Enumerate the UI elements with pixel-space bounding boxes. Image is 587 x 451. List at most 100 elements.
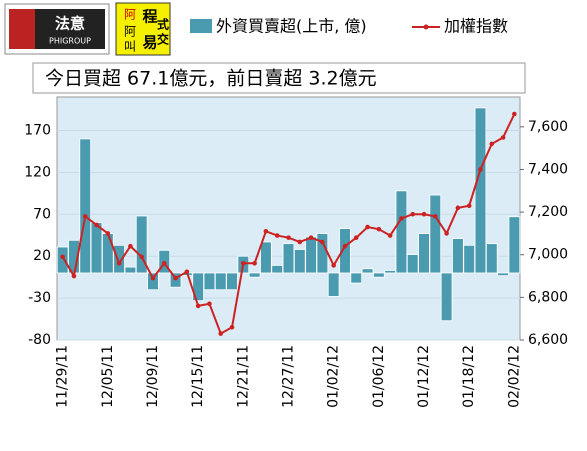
legend-swatch <box>190 19 212 33</box>
bar <box>293 249 306 274</box>
bar <box>282 243 295 274</box>
bar <box>474 107 487 274</box>
index-point <box>139 254 144 260</box>
index-point <box>82 214 88 219</box>
logo-right <box>115 2 171 56</box>
y2-tick-label: 6,800 <box>528 289 568 305</box>
index-point <box>94 222 99 228</box>
x-tick-label: 12/15/11 <box>190 345 206 408</box>
bar <box>305 236 317 274</box>
index-point <box>376 226 382 232</box>
y2-tick-label: 6,600 <box>528 332 568 348</box>
index-point <box>421 211 427 217</box>
index-point <box>478 167 483 172</box>
bar <box>214 272 227 291</box>
index-point <box>252 260 257 266</box>
x-tick-label: 12/09/11 <box>145 345 161 408</box>
logo-char: 阿 <box>124 8 136 22</box>
index-point <box>353 235 359 240</box>
bar <box>350 272 363 284</box>
bar <box>508 216 521 274</box>
logo-char: 易 <box>142 34 157 52</box>
bar <box>418 233 430 274</box>
legend-label: 外資買賣超(上市, 億) <box>216 17 367 36</box>
index-point <box>342 243 348 249</box>
logo-bg <box>35 9 105 49</box>
x-tick-label: 12/27/11 <box>281 345 297 408</box>
index-point <box>161 260 167 266</box>
index-point <box>229 324 235 330</box>
bar <box>452 238 464 274</box>
bar <box>271 265 284 274</box>
bar <box>56 246 69 274</box>
bar <box>90 222 103 274</box>
bar <box>260 241 272 274</box>
index-point <box>195 303 201 309</box>
bar <box>226 272 238 291</box>
bar <box>485 243 498 274</box>
y-tick-label: -30 <box>28 290 51 306</box>
logo-char: 式 <box>157 17 169 32</box>
bar <box>124 266 137 274</box>
chart-title: 今日買超 67.1億元，前日賣超 3.2億元 <box>45 68 377 90</box>
bar <box>497 272 509 277</box>
index-point <box>263 228 269 234</box>
bar <box>101 233 114 274</box>
bar <box>79 138 92 274</box>
y-tick-label: 170 <box>24 123 51 139</box>
logo-mark <box>9 9 35 49</box>
index-point <box>105 231 111 236</box>
x-tick-label: 12/05/11 <box>100 345 116 408</box>
x-tick-label: 01/12/12 <box>416 345 432 408</box>
index-point <box>60 254 65 260</box>
index-point <box>116 260 122 266</box>
x-tick-label: 11/29/11 <box>55 345 71 408</box>
y2-tick-label: 7,600 <box>528 119 568 135</box>
logo-text: 法意 <box>55 15 85 33</box>
bar <box>384 270 396 274</box>
y2-tick-label: 7,400 <box>528 161 568 177</box>
index-point <box>365 224 370 230</box>
title-box <box>32 62 526 94</box>
x-tick-label: 01/06/12 <box>371 345 387 408</box>
logo-char: 叫 <box>124 40 136 54</box>
bar <box>135 215 148 274</box>
y-tick-label: 70 <box>33 206 51 222</box>
logo-char: 交 <box>157 32 169 47</box>
bar <box>339 228 351 274</box>
x-tick-label: 12/21/11 <box>235 345 251 408</box>
y2-tick-label: 7,200 <box>528 204 568 220</box>
index-point <box>308 235 314 240</box>
x-tick-label: 02/02/12 <box>506 345 522 408</box>
index-point <box>184 269 190 275</box>
index-point <box>173 275 178 281</box>
legend-label: 加權指數 <box>444 17 508 36</box>
logo-sub: PHIGROUP <box>49 37 91 46</box>
bar <box>147 272 159 291</box>
index-point <box>500 135 506 140</box>
y-tick-label: 20 <box>33 248 51 264</box>
y-tick-label: -80 <box>28 332 51 348</box>
bar <box>406 254 419 274</box>
bar <box>373 272 385 278</box>
index-point <box>331 263 336 268</box>
index-point <box>387 233 393 238</box>
y-tick-label: 120 <box>24 164 51 180</box>
index-point <box>297 239 303 245</box>
bar <box>395 190 408 274</box>
x-tick-label: 01/02/12 <box>326 345 342 408</box>
index-point <box>241 260 246 266</box>
bar <box>429 194 442 274</box>
bar <box>203 272 216 291</box>
index-point <box>489 141 495 147</box>
bar <box>248 272 261 278</box>
legend-dot <box>423 24 429 30</box>
bar <box>327 272 340 297</box>
index-point <box>433 214 438 219</box>
index-point <box>274 233 280 238</box>
index-point <box>71 273 77 279</box>
logo-char: 程 <box>142 8 157 26</box>
bar <box>440 272 453 322</box>
